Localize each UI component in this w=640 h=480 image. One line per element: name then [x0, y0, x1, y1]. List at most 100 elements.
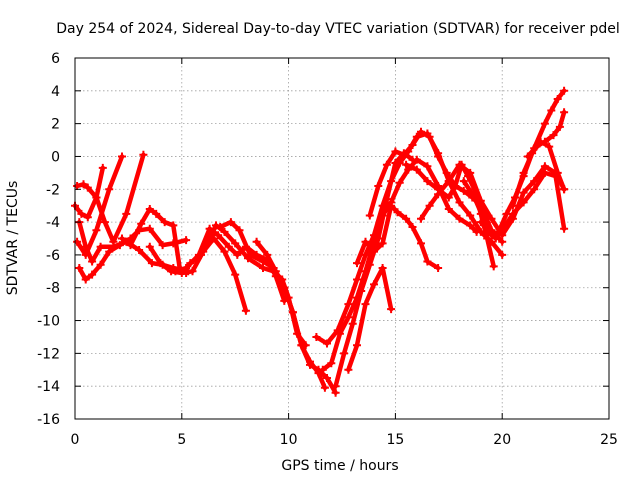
data-point	[353, 259, 361, 268]
data-point	[519, 168, 528, 177]
data-point	[105, 247, 114, 256]
data-point	[387, 201, 396, 210]
data-point	[77, 209, 86, 218]
data-point	[481, 218, 490, 227]
data-point	[417, 127, 425, 136]
data-point	[177, 269, 186, 277]
data-point	[434, 185, 443, 194]
data-point	[487, 214, 496, 223]
data-point	[370, 247, 378, 256]
chart-title: Day 254 of 2024, Sidereal Day-to-day VTE…	[56, 21, 620, 37]
data-point	[378, 264, 387, 272]
data-point	[404, 165, 413, 174]
series-track-23	[523, 108, 569, 161]
y-tick-label: -10	[37, 314, 60, 330]
data-point	[327, 359, 336, 368]
y-tick-label: 4	[51, 84, 60, 100]
data-point	[502, 209, 511, 218]
data-point	[530, 177, 539, 186]
data-point	[498, 226, 507, 235]
data-point	[135, 246, 144, 254]
data-point	[109, 237, 118, 246]
x-tick-label: 0	[71, 432, 80, 448]
data-point	[182, 236, 191, 245]
x-tick-label: 15	[386, 432, 404, 448]
data-point	[160, 218, 169, 227]
data-point	[387, 305, 396, 314]
data-point	[235, 226, 244, 235]
data-point	[81, 242, 90, 251]
data-point	[444, 193, 453, 202]
data-point	[393, 208, 402, 217]
data-point	[553, 168, 562, 177]
data-point	[92, 193, 101, 202]
data-point	[442, 168, 451, 177]
data-point	[244, 254, 252, 263]
data-point	[314, 365, 323, 374]
data-point	[233, 250, 242, 259]
data-point	[73, 237, 82, 246]
data-point	[167, 267, 176, 276]
data-point	[434, 190, 443, 199]
data-point	[408, 141, 417, 149]
data-point	[81, 250, 90, 259]
data-point	[444, 177, 453, 186]
data-point	[147, 259, 156, 268]
data-point	[434, 264, 443, 272]
data-point	[487, 237, 496, 246]
data-point	[523, 152, 532, 161]
data-point	[156, 259, 165, 268]
data-point	[220, 227, 229, 236]
data-point	[519, 188, 528, 197]
data-point	[425, 132, 434, 141]
data-point	[391, 159, 400, 167]
data-point	[395, 178, 404, 187]
data-point	[323, 374, 331, 382]
data-point	[408, 223, 417, 231]
data-point	[231, 270, 240, 279]
data-point	[344, 313, 353, 322]
data-point	[280, 296, 289, 305]
data-point	[412, 155, 421, 164]
data-point	[306, 360, 314, 369]
series-line	[254, 239, 338, 395]
series-line	[74, 152, 146, 245]
series-track-14	[331, 149, 417, 391]
data-point	[105, 185, 114, 194]
data-point	[412, 165, 421, 174]
y-tick-label: -2	[46, 182, 60, 198]
data-point	[312, 333, 321, 341]
data-point	[476, 227, 485, 236]
data-point	[280, 283, 289, 292]
data-point	[323, 339, 331, 348]
data-point	[560, 86, 569, 95]
data-point	[246, 250, 255, 259]
data-point	[209, 234, 218, 243]
data-point	[331, 388, 340, 397]
data-point	[169, 221, 178, 230]
series-line	[320, 157, 479, 373]
data-point	[451, 182, 460, 190]
data-point	[498, 250, 507, 259]
data-point	[530, 185, 539, 194]
y-tick-label: -8	[46, 281, 60, 297]
data-point	[122, 209, 131, 218]
data-point	[361, 300, 370, 309]
data-point	[545, 142, 554, 151]
data-point	[353, 341, 361, 350]
data-point	[126, 241, 135, 250]
data-point	[271, 267, 280, 276]
data-point	[205, 234, 214, 243]
data-point	[402, 214, 411, 223]
data-point	[374, 234, 383, 243]
data-point	[224, 242, 233, 251]
series-track-11	[252, 237, 340, 397]
data-point	[365, 260, 374, 269]
data-point	[476, 196, 485, 205]
data-point	[139, 150, 148, 159]
data-point	[88, 257, 97, 266]
data-point	[226, 218, 235, 227]
data-point	[489, 262, 498, 271]
data-series	[71, 86, 569, 397]
series-track-3	[73, 150, 148, 246]
